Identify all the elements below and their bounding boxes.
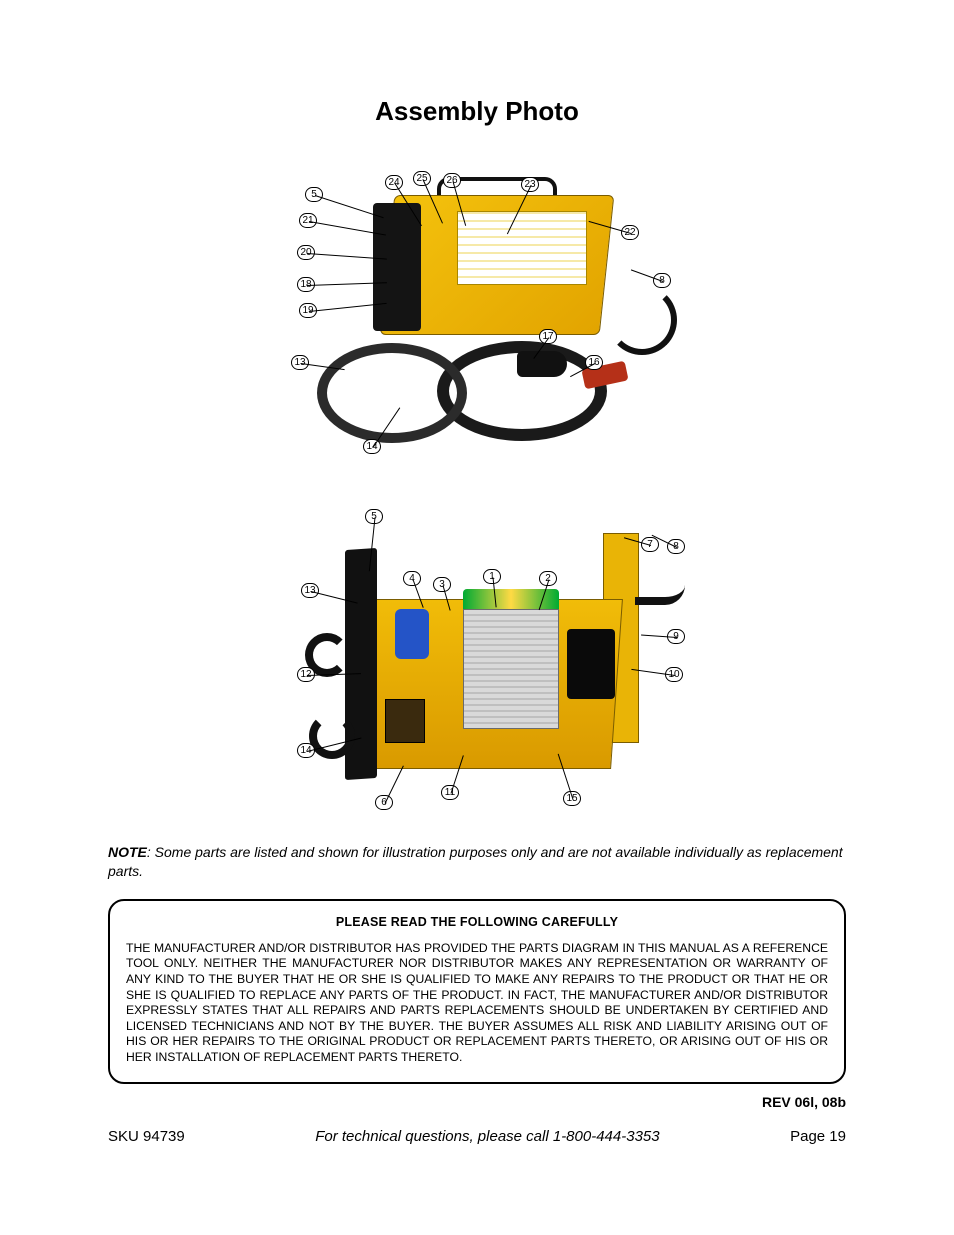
callout-1: 1 [483,569,501,584]
output-cable-b [309,713,355,759]
callout-25: 25 [413,171,431,186]
warning-title: PLEASE READ THE FOLLOWING CAREFULLY [126,915,828,929]
callout-26: 26 [443,173,461,188]
page-title: Assembly Photo [108,96,846,127]
callout-22: 22 [621,225,639,240]
callout-14: 14 [363,439,381,454]
callout-3: 3 [433,577,451,592]
callout-23: 23 [521,177,539,192]
warning-box: PLEASE READ THE FOLLOWING CAREFULLY THE … [108,899,846,1084]
callout-18: 18 [297,277,315,292]
page-footer: SKU 94739 For technical questions, pleas… [108,1128,846,1145]
callout-14: 14 [297,743,315,758]
callout-19: 19 [299,303,317,318]
callout-5: 5 [305,187,323,202]
callout-4: 4 [403,571,421,586]
page-number: Page 19 [790,1128,846,1145]
callout-16: 16 [585,355,603,370]
revision-label: REV 06l, 08b [108,1094,846,1110]
ground-cable-coil [317,343,467,443]
callout-17: 17 [539,329,557,344]
callout-24: 24 [385,175,403,190]
note-text: : Some parts are listed and shown for il… [108,844,843,879]
assembly-photo-internal: 543127813121491061115 [267,489,687,827]
callout-20: 20 [297,245,315,260]
callout-11: 11 [441,785,459,800]
front-control-panel [373,203,421,331]
electrode-holder [517,351,567,377]
tech-support-line: For technical questions, please call 1-8… [315,1128,659,1145]
callout-21: 21 [299,213,317,228]
callout-8: 8 [653,273,671,288]
callout-13: 13 [291,355,309,370]
callout-8: 8 [667,539,685,554]
assembly-photo-exterior: 5 24 25 26 23 21 20 18 19 22 8 13 14 17 16 [267,155,687,473]
callout-5: 5 [365,509,383,524]
callout-9: 9 [667,629,685,644]
callout-2: 2 [539,571,557,586]
parts-note: NOTE: Some parts are listed and shown fo… [108,843,846,881]
warning-label-panel [457,211,587,285]
warning-body: THE MANUFACTURER AND/OR DISTRIBUTOR HAS … [126,941,828,1066]
callout-7: 7 [641,537,659,552]
power-cord [607,285,677,355]
note-label: NOTE [108,844,147,860]
callout-6: 6 [375,795,393,810]
callout-13: 13 [301,583,319,598]
cooling-fan [567,629,615,699]
callout-12: 12 [297,667,315,682]
sku-label: SKU 94739 [108,1128,185,1145]
transformer-core [463,609,559,729]
power-cord-internal [635,585,685,605]
relay-board [385,699,425,743]
capacitor [395,609,429,659]
callout-15: 15 [563,791,581,806]
callout-10: 10 [665,667,683,682]
